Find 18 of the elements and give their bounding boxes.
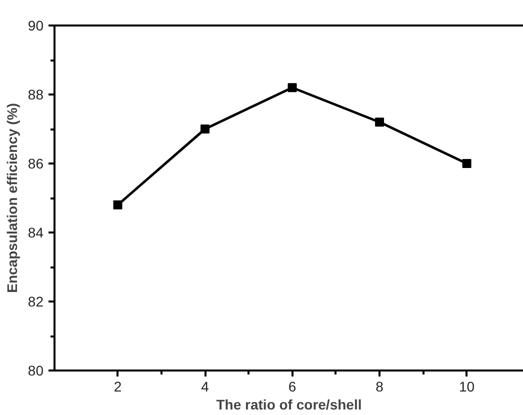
x-tick-label: 4 [201, 378, 210, 394]
x-tick-label: 10 [459, 378, 475, 394]
y-tick-label: 84 [28, 224, 44, 240]
point [375, 118, 384, 127]
y-tick-label: 80 [28, 362, 44, 378]
x-tick-label: 6 [288, 378, 296, 394]
x-tick-label: 2 [114, 378, 122, 394]
y-axis-title: Encapsulation efficiency (%) [4, 103, 20, 293]
y-tick-label: 88 [28, 86, 44, 102]
y-tick-label: 90 [28, 18, 44, 34]
y-tick-label: 82 [28, 294, 44, 310]
x-axis-title: The ratio of core/shell [216, 396, 362, 412]
point [200, 124, 210, 134]
point [462, 159, 472, 168]
point [113, 200, 122, 210]
x-tick-label: 8 [376, 378, 384, 394]
y-tick-label: 86 [28, 156, 44, 172]
point [288, 83, 297, 92]
